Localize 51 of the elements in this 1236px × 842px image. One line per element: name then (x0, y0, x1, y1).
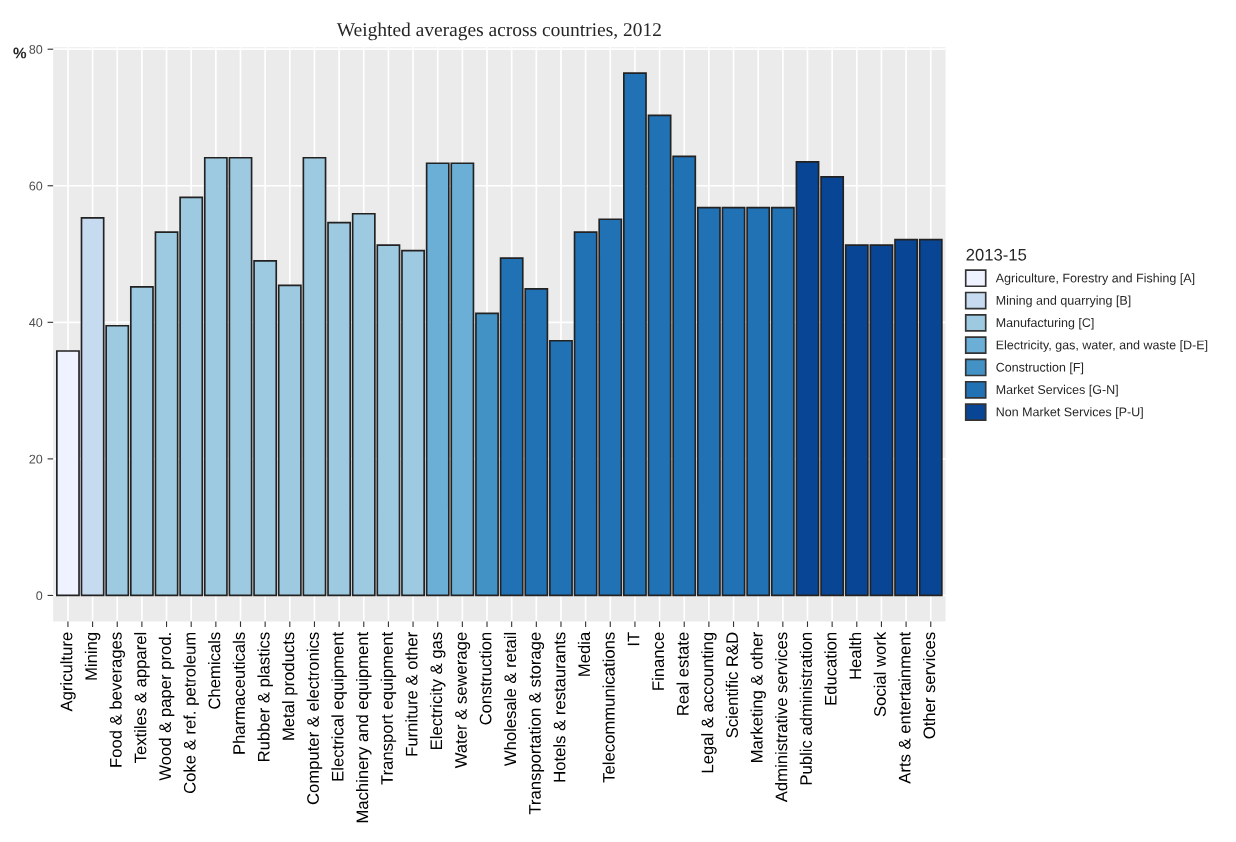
y-tick-label: 40 (29, 318, 43, 327)
x-tick-label: Arts & entertainment (898, 631, 911, 784)
x-tick-label: Electricity & gas (429, 632, 446, 749)
x-tick-label: Telecommunications (602, 632, 615, 783)
x-tick-label: Scientific R&D (725, 632, 739, 738)
y-axis-title: % (13, 47, 27, 59)
x-tick-label: Media (577, 631, 591, 676)
x-tick-label: Rubber & plastics (257, 632, 273, 762)
x-tick-label: Education (824, 632, 837, 705)
legend-label: Mining and quarrying [B] (996, 295, 1131, 308)
y-tick-label: 20 (29, 454, 43, 464)
x-tick-label: Transport equipment (380, 631, 397, 785)
x-tick-label: Textiles & apparel (134, 632, 150, 763)
x-tick-label: Legal & accounting (701, 632, 717, 773)
legend-label: Agriculture, Forestry and Fishing [A] (995, 273, 1195, 285)
x-tick-label: Wood & paper prod. (158, 633, 175, 781)
y-tick-label: 60 (29, 181, 43, 191)
x-tick-label: Electrical equipment (331, 631, 347, 781)
x-tick-label: Mining (84, 632, 101, 680)
legend-label: Manufacturing [C] (996, 317, 1094, 330)
x-tick-label: Hotels & restaurants (553, 632, 566, 782)
x-tick-label: Food & beverages (109, 632, 126, 767)
x-tick-label: Chemicals (208, 632, 221, 709)
x-tick-label: Agriculture (60, 632, 76, 712)
x-tick-label: Transportation & storage (528, 632, 545, 815)
x-tick-label: Marketing & other (750, 632, 766, 762)
x-tick-label: Metal products (282, 632, 298, 740)
x-tick-label: Pharmaceuticals (232, 632, 245, 754)
legend-label: Market Services [G-N] (996, 384, 1118, 397)
x-tick-label: Health (849, 632, 862, 679)
y-tick-label: 80 (29, 45, 43, 54)
legend-title: 2013-15 (966, 248, 1027, 261)
x-tick-label: Coke & ref. petroleum (183, 632, 199, 794)
x-tick-label: Public administration (799, 632, 812, 785)
x-tick-label: Finance (651, 632, 665, 690)
x-tick-label: Water & sewerage (455, 632, 471, 769)
x-tick-label: Administrative services (775, 632, 788, 803)
x-tick-label: Social work (873, 631, 886, 717)
x-tick-label: Construction (479, 632, 492, 725)
x-tick-label: Computer & electronics (306, 632, 323, 805)
x-tick-label: Furniture & other (405, 632, 418, 756)
x-tick-label: Wholesale & retail (503, 632, 517, 767)
legend-label: Non Market Services [P-U] (996, 407, 1143, 419)
x-tick-label: Machinery and equipment (355, 631, 372, 823)
x-tick-label: Other services (922, 632, 936, 739)
y-tick-label: 0 (36, 591, 43, 601)
legend-label: Construction [F] (996, 362, 1084, 375)
legend-label: Electricity, gas, water, and waste [D-E] (996, 340, 1208, 352)
x-tick-label: Real estate (676, 632, 689, 715)
chart-title: Weighted averages across countries, 2012 (336, 22, 661, 41)
x-tick-label: IT (627, 632, 640, 646)
